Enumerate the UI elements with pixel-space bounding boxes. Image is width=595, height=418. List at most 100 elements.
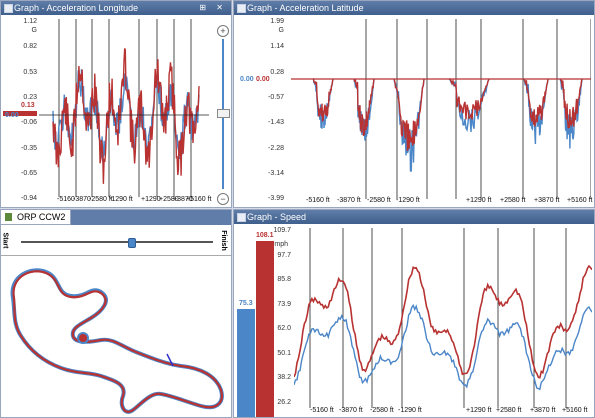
speed-title: Graph - Speed: [247, 212, 307, 222]
divider: [1, 255, 231, 256]
y-tick-label: 0.23: [23, 93, 37, 101]
track-panel: ORP CCW2 Start Finish: [0, 209, 232, 418]
start-label: Start: [1, 232, 9, 249]
graph-icon: [237, 4, 246, 13]
x-tick-label: +5160 ft: [186, 196, 212, 203]
track-path-blue: [10, 268, 224, 414]
accel-latitude-titlebar[interactable]: Graph - Acceleration Latitude: [234, 1, 594, 15]
series-red: [523, 78, 549, 127]
x-tick-label: -2580 ft: [89, 196, 113, 203]
accel-latitude-plot[interactable]: [291, 19, 591, 199]
series-red: [294, 264, 592, 379]
y-tick-label: -3.14: [268, 169, 284, 177]
accel-longitude-title: Graph - Acceleration Longitude: [14, 3, 139, 13]
finish-label: Finish: [219, 230, 227, 251]
y-tick-label: 26.2: [277, 398, 291, 406]
x-tick-label: -1290 ft: [109, 196, 133, 203]
speed-bar-red-value: 108.1: [256, 232, 274, 239]
graph-icon: [237, 213, 246, 222]
y-tick-label: 38.2: [277, 374, 291, 381]
graph-icon: [4, 4, 13, 13]
x-tick-label: +1290: [141, 196, 161, 203]
speed-bar-blue: [237, 309, 255, 417]
x-tick-label: +2580: [159, 196, 179, 203]
y-tick-label: -0.94: [21, 195, 37, 203]
speed-bar-blue-value: 75.3: [239, 300, 253, 307]
x-tick-label: +5160 ft: [562, 407, 588, 414]
value-red: 0.13: [21, 102, 35, 109]
finish-line: [166, 353, 174, 367]
track-path-red: [12, 270, 223, 413]
series-red: [52, 48, 200, 184]
series-red: [448, 78, 490, 120]
x-tick-label: -2580 ft: [367, 197, 391, 204]
x-tick-label: -5160 ft: [306, 197, 330, 204]
zoom-in-icon[interactable]: +: [217, 25, 229, 37]
zoom-thumb[interactable]: [217, 109, 230, 118]
x-tick-label: +1290 ft: [466, 407, 492, 414]
x-tick-label: -2580 ft: [370, 407, 394, 414]
series-red: [353, 78, 375, 137]
y-tick-label: 109.7: [273, 227, 291, 234]
y-tick-label: 1.99: [270, 18, 284, 25]
track-title: ORP CCW2: [17, 212, 66, 222]
y-tick-label: 0.28: [270, 68, 284, 76]
x-tick-label: -5160: [57, 196, 75, 203]
accel-latitude-title: Graph - Acceleration Latitude: [247, 3, 364, 13]
value-blue: 0.00: [240, 76, 254, 83]
slider-thumb[interactable]: [128, 238, 136, 248]
slider-track: [21, 241, 213, 243]
x-tick-label: -3870 ft: [337, 197, 361, 204]
speed-plot[interactable]: [294, 228, 592, 408]
track-map[interactable]: [1, 256, 232, 418]
zoom-slider[interactable]: + −: [217, 21, 230, 205]
accel-longitude-panel: Graph - Acceleration Longitude ⊞ ✕ G 1.1…: [0, 0, 232, 208]
series-red: [559, 78, 583, 129]
y-tick-label: 73.9: [277, 300, 291, 308]
y-tick-label: -3.99: [268, 195, 284, 203]
x-tick-label: -1290 ft: [398, 407, 422, 414]
y-tick-label: -0.35: [21, 144, 37, 152]
unit-label: mph: [274, 241, 288, 248]
x-tick-label: +2580 ft: [500, 197, 526, 204]
unit-label: G: [278, 27, 284, 34]
value-red-marker: [3, 111, 37, 116]
series-red: [393, 78, 425, 152]
track-tab-strip: [71, 210, 231, 225]
speed-bar-red: [256, 241, 274, 417]
y-tick-label: -0.57: [268, 93, 284, 101]
y-tick-label: -2.28: [268, 144, 284, 152]
series-blue: [294, 303, 592, 391]
value-blue: 0.00: [5, 112, 19, 119]
x-tick-label: -3870 ft: [339, 407, 363, 414]
y-tick-label: 0.82: [23, 43, 37, 51]
car-marker: [77, 332, 89, 344]
x-tick-label: +1290 ft: [466, 197, 492, 204]
y-tick-label: -0.65: [21, 169, 37, 177]
accel-longitude-plot[interactable]: [39, 19, 209, 197]
y-tick-label: -0.06: [21, 119, 37, 127]
y-tick-label: -1.43: [268, 119, 284, 127]
y-tick-label: 85.8: [277, 276, 291, 283]
y-tick-label: 1.12: [23, 18, 37, 25]
position-slider[interactable]: [21, 238, 213, 248]
y-tick-label: 1.14: [270, 43, 284, 51]
x-tick-label: +3870 ft: [530, 407, 556, 414]
track-tab[interactable]: ORP CCW2: [1, 210, 71, 225]
value-red: 0.00: [256, 76, 270, 83]
zoom-out-icon[interactable]: −: [217, 193, 229, 205]
speed-panel: Graph - Speed 75.3 108.1 mph 109.7 97.7 85…: [233, 209, 595, 418]
x-tick-label: +2580 ft: [496, 407, 522, 414]
y-tick-label: 97.7: [277, 251, 291, 259]
speed-titlebar[interactable]: Graph - Speed: [234, 210, 594, 224]
y-tick-label: 62.0: [277, 325, 291, 332]
window-buttons[interactable]: ⊞ ✕: [199, 3, 227, 12]
y-tick-label: 0.53: [23, 68, 37, 76]
series-red: [312, 78, 334, 123]
x-tick-label: +3870: [173, 196, 193, 203]
x-tick-label: -1290 ft: [396, 197, 420, 204]
accel-longitude-titlebar[interactable]: Graph - Acceleration Longitude ⊞ ✕: [1, 1, 231, 15]
series-blue: [448, 78, 490, 133]
x-tick-label: -3870: [73, 196, 91, 203]
x-tick-label: +3870 ft: [534, 197, 560, 204]
